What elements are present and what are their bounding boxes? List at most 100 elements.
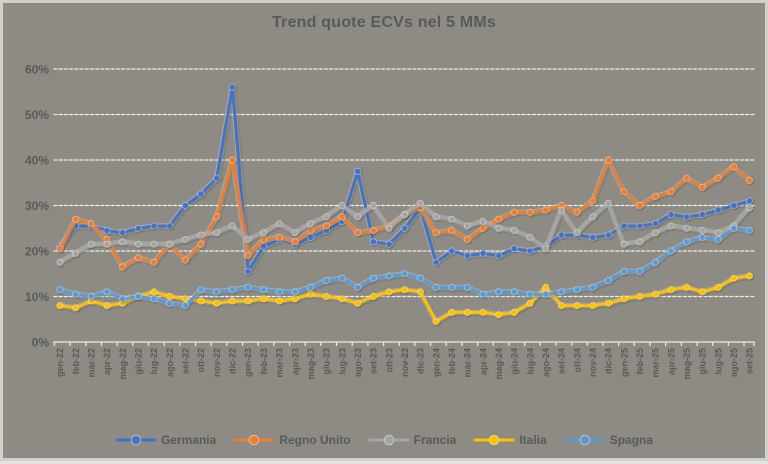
- data-point-marker: [308, 221, 314, 227]
- data-point-marker: [276, 298, 282, 304]
- data-point-marker: [151, 223, 157, 229]
- data-point-marker: [715, 207, 721, 213]
- data-point-marker: [496, 252, 502, 258]
- x-axis-tick-label: mag-24: [494, 348, 504, 380]
- legend-marker-icon: [115, 433, 157, 447]
- x-axis-tick-label: mag-23: [306, 348, 316, 380]
- data-point-marker: [480, 225, 486, 231]
- data-point-marker: [198, 191, 204, 197]
- data-point-marker: [746, 177, 752, 183]
- data-point-marker: [276, 289, 282, 295]
- data-point-marker: [480, 309, 486, 315]
- data-point-marker: [652, 291, 658, 297]
- data-point-marker: [73, 250, 79, 256]
- x-axis-tick-label: giu-22: [134, 348, 144, 375]
- legend-label: Italia: [519, 433, 546, 447]
- data-point-marker: [574, 287, 580, 293]
- data-point-marker: [605, 277, 611, 283]
- data-point-marker: [605, 300, 611, 306]
- data-point-marker: [558, 302, 564, 308]
- data-point-marker: [370, 293, 376, 299]
- data-point-marker: [715, 175, 721, 181]
- x-axis-tick-label: gen-22: [55, 348, 65, 377]
- data-point-marker: [668, 223, 674, 229]
- data-point-marker: [402, 287, 408, 293]
- data-point-marker: [746, 198, 752, 204]
- data-point-marker: [104, 241, 110, 247]
- data-point-marker: [323, 277, 329, 283]
- data-point-marker: [276, 221, 282, 227]
- data-point-marker: [449, 227, 455, 233]
- data-point-marker: [652, 259, 658, 265]
- legend-label: Francia: [414, 433, 457, 447]
- x-axis-tick-label: feb-23: [259, 348, 269, 375]
- data-point-marker: [480, 291, 486, 297]
- x-axis-tick-label: ott-22: [196, 348, 206, 373]
- data-point-marker: [699, 234, 705, 240]
- data-point-marker: [120, 296, 126, 302]
- data-point-marker: [558, 207, 564, 213]
- data-point-marker: [637, 293, 643, 299]
- data-point-marker: [699, 211, 705, 217]
- data-point-marker: [167, 241, 173, 247]
- data-point-marker: [668, 189, 674, 195]
- data-point-marker: [292, 230, 298, 236]
- data-point-marker: [558, 289, 564, 295]
- data-point-marker: [731, 225, 737, 231]
- data-point-marker: [652, 221, 658, 227]
- data-point-marker: [261, 230, 267, 236]
- x-axis-tick-label: set-22: [181, 348, 191, 374]
- data-point-marker: [511, 209, 517, 215]
- legend-item-spagna: Spagna: [564, 433, 653, 447]
- data-point-marker: [339, 296, 345, 302]
- data-point-marker: [527, 300, 533, 306]
- data-point-marker: [261, 296, 267, 302]
- data-point-marker: [464, 284, 470, 290]
- legend-label: Germania: [161, 433, 216, 447]
- x-axis-tick-label: feb-25: [635, 348, 645, 375]
- y-axis-tick-label: 20%: [25, 245, 49, 259]
- data-point-marker: [57, 246, 63, 252]
- data-point-marker: [731, 164, 737, 170]
- x-axis-tick-label: mar-24: [463, 348, 473, 378]
- x-axis-tick-label: gen-24: [431, 348, 441, 377]
- x-axis-tick-label: ago-22: [165, 348, 175, 377]
- x-axis-tick-label: dic-24: [604, 348, 614, 374]
- data-point-marker: [57, 302, 63, 308]
- data-point-marker: [402, 211, 408, 217]
- data-point-marker: [558, 232, 564, 238]
- data-point-marker: [449, 309, 455, 315]
- data-point-marker: [355, 230, 361, 236]
- x-axis-tick-label: giu-25: [698, 348, 708, 375]
- data-point-marker: [323, 293, 329, 299]
- data-point-marker: [496, 312, 502, 318]
- data-point-marker: [120, 239, 126, 245]
- data-point-marker: [214, 300, 220, 306]
- data-point-marker: [386, 225, 392, 231]
- data-point-marker: [464, 252, 470, 258]
- data-point-marker: [355, 300, 361, 306]
- data-point-marker: [590, 198, 596, 204]
- data-point-marker: [684, 175, 690, 181]
- data-point-marker: [57, 287, 63, 293]
- data-point-marker: [182, 302, 188, 308]
- x-axis-tick-label: apr-23: [290, 348, 300, 375]
- data-point-marker: [480, 250, 486, 256]
- data-point-marker: [104, 227, 110, 233]
- data-point-marker: [543, 284, 549, 290]
- data-point-marker: [449, 284, 455, 290]
- data-point-marker: [151, 259, 157, 265]
- x-axis-tick-label: dic-23: [416, 348, 426, 374]
- data-point-marker: [668, 211, 674, 217]
- data-point-marker: [261, 287, 267, 293]
- y-axis-tick-label: 30%: [25, 199, 49, 213]
- data-point-marker: [88, 241, 94, 247]
- data-point-marker: [527, 291, 533, 297]
- data-point-marker: [417, 289, 423, 295]
- data-point-marker: [73, 216, 79, 222]
- x-axis-tick-label: gen-25: [619, 348, 629, 377]
- data-point-marker: [715, 284, 721, 290]
- legend-marker-icon: [368, 433, 410, 447]
- data-point-marker: [543, 246, 549, 252]
